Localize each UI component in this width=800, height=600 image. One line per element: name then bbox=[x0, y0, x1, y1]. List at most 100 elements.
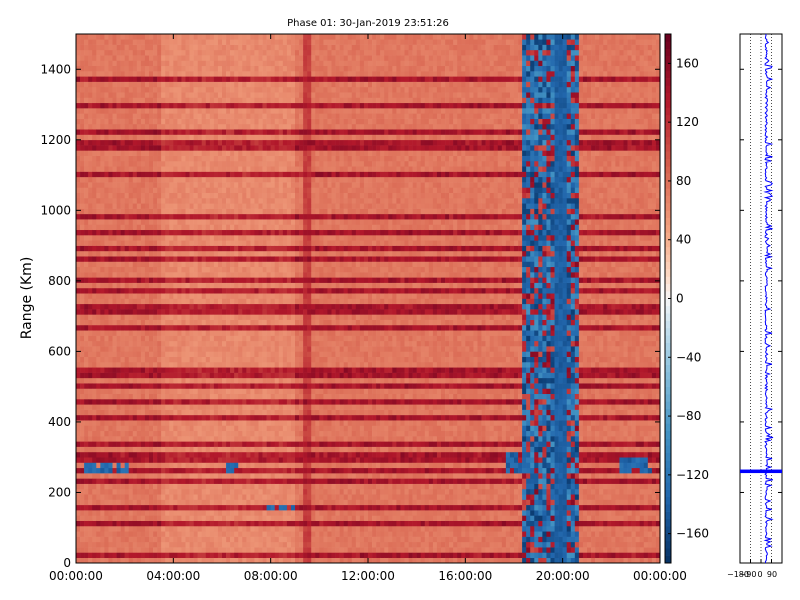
heatmap-cell bbox=[258, 266, 263, 273]
heatmap-cell bbox=[230, 309, 235, 315]
heatmap-cell bbox=[76, 361, 81, 368]
heatmap-cell bbox=[262, 208, 267, 215]
heatmap-cell bbox=[246, 171, 251, 178]
heatmap-cell bbox=[181, 81, 186, 88]
heatmap-cell bbox=[169, 187, 174, 193]
heatmap-cell bbox=[250, 488, 255, 495]
heatmap-cell bbox=[144, 92, 150, 98]
heatmap-cell bbox=[213, 340, 219, 347]
heatmap-cell bbox=[112, 367, 117, 373]
heatmap-cell bbox=[193, 129, 198, 135]
heatmap-cell bbox=[262, 441, 267, 447]
heatmap-cell bbox=[209, 478, 215, 484]
heatmap-cell bbox=[250, 388, 255, 395]
heatmap-cell bbox=[100, 399, 105, 405]
heatmap-cell bbox=[250, 319, 255, 326]
heatmap-cell bbox=[96, 420, 101, 426]
heatmap-cell bbox=[238, 383, 243, 389]
heatmap-cell bbox=[250, 425, 255, 432]
heatmap-cell bbox=[136, 113, 142, 119]
heatmap-cell bbox=[132, 34, 138, 40]
heatmap-cell bbox=[153, 536, 158, 543]
heatmap-cell bbox=[266, 298, 271, 305]
heatmap-cell bbox=[120, 108, 125, 114]
heatmap-cell bbox=[161, 245, 166, 252]
heatmap-cell bbox=[230, 272, 235, 278]
heatmap-cell bbox=[144, 451, 150, 458]
heatmap-cell bbox=[217, 393, 223, 400]
heatmap-cell bbox=[250, 86, 255, 93]
heatmap-cell bbox=[120, 494, 125, 500]
heatmap-cell bbox=[222, 552, 227, 559]
heatmap-cell bbox=[201, 462, 207, 469]
heatmap-cell bbox=[246, 261, 251, 268]
heatmap-cell bbox=[92, 393, 97, 400]
heatmap-cell bbox=[177, 420, 182, 426]
heatmap-cell bbox=[201, 351, 207, 357]
heatmap-cell bbox=[169, 245, 174, 252]
heatmap-cell bbox=[169, 409, 174, 416]
heatmap-cell bbox=[149, 552, 154, 559]
heatmap-cell bbox=[173, 293, 178, 299]
heatmap-cell bbox=[136, 483, 142, 490]
heatmap-cell bbox=[140, 65, 146, 72]
heatmap-cell bbox=[193, 65, 198, 72]
heatmap-cell bbox=[136, 182, 142, 188]
heatmap-cell bbox=[197, 467, 203, 474]
heatmap-cell bbox=[270, 176, 276, 183]
heatmap-cell bbox=[149, 108, 154, 114]
heatmap-cell bbox=[234, 335, 239, 342]
heatmap-cell bbox=[140, 113, 146, 119]
heatmap-cell bbox=[213, 187, 219, 193]
heatmap-cell bbox=[128, 272, 134, 278]
heatmap-cell bbox=[128, 399, 134, 405]
heatmap-cell bbox=[189, 483, 194, 490]
heatmap-cell bbox=[169, 525, 174, 532]
heatmap-cell bbox=[217, 330, 223, 336]
heatmap-cell bbox=[124, 86, 130, 93]
heatmap-cell bbox=[209, 393, 215, 400]
heatmap-cell bbox=[185, 134, 190, 141]
heatmap-cell bbox=[262, 145, 267, 151]
heatmap-cell bbox=[80, 515, 85, 521]
heatmap-cell bbox=[177, 367, 182, 373]
heatmap-cell bbox=[274, 488, 280, 495]
heatmap-cell bbox=[258, 182, 263, 188]
heatmap-cell bbox=[100, 176, 105, 183]
heatmap-cell bbox=[234, 515, 239, 521]
heatmap-cell bbox=[250, 250, 255, 257]
heatmap-cell bbox=[201, 118, 207, 125]
heatmap-cell bbox=[230, 123, 235, 130]
heatmap-cell bbox=[120, 473, 125, 479]
heatmap-cell bbox=[181, 229, 186, 236]
heatmap-cell bbox=[120, 187, 125, 193]
heatmap-cell bbox=[92, 420, 97, 426]
heatmap-cell bbox=[169, 298, 174, 305]
heatmap-cell bbox=[88, 81, 93, 88]
heatmap-cell bbox=[108, 250, 113, 257]
heatmap-cell bbox=[254, 361, 259, 368]
heatmap-cell bbox=[157, 192, 162, 199]
heatmap-cell bbox=[112, 520, 117, 527]
heatmap-cell bbox=[96, 81, 101, 88]
heatmap-cell bbox=[149, 473, 154, 479]
heatmap-cell bbox=[116, 330, 121, 336]
heatmap-cell bbox=[136, 330, 142, 336]
heatmap-cell bbox=[234, 92, 239, 98]
heatmap-cell bbox=[116, 123, 121, 130]
heatmap-cell bbox=[144, 71, 150, 77]
heatmap-cell bbox=[76, 520, 81, 527]
heatmap-cell bbox=[132, 108, 138, 114]
heatmap-cell bbox=[258, 504, 263, 511]
heatmap-cell bbox=[112, 213, 117, 220]
heatmap-cell bbox=[181, 504, 186, 511]
heatmap-cell bbox=[84, 420, 89, 426]
heatmap-cell bbox=[136, 166, 142, 172]
heatmap-cell bbox=[177, 372, 182, 379]
heatmap-cell bbox=[100, 102, 105, 109]
heatmap-cell bbox=[242, 176, 247, 183]
heatmap-cell bbox=[149, 60, 154, 67]
heatmap-cell bbox=[209, 399, 215, 405]
heatmap-cell bbox=[80, 372, 85, 379]
heatmap-cell bbox=[100, 213, 105, 220]
